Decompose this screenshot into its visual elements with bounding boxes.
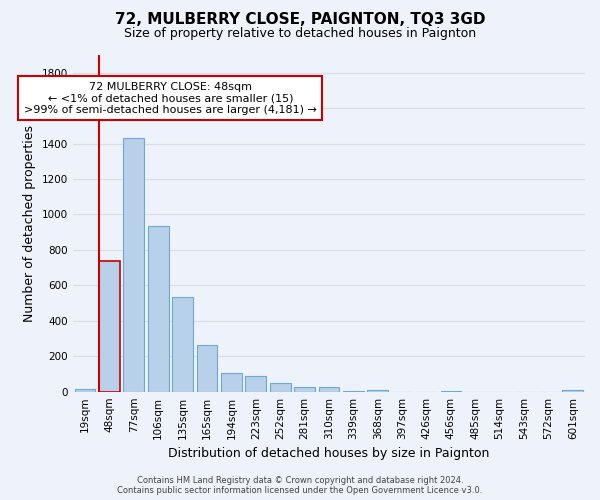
X-axis label: Distribution of detached houses by size in Paignton: Distribution of detached houses by size … bbox=[168, 447, 490, 460]
Bar bbox=[270, 384, 290, 392]
Bar bbox=[294, 386, 315, 392]
Bar bbox=[197, 344, 217, 392]
Bar bbox=[319, 388, 339, 392]
Bar bbox=[367, 390, 388, 392]
Text: Contains HM Land Registry data © Crown copyright and database right 2024.
Contai: Contains HM Land Registry data © Crown c… bbox=[118, 476, 482, 495]
Text: Size of property relative to detached houses in Paignton: Size of property relative to detached ho… bbox=[124, 28, 476, 40]
Bar bbox=[172, 297, 193, 392]
Bar bbox=[562, 390, 583, 392]
Y-axis label: Number of detached properties: Number of detached properties bbox=[23, 125, 36, 322]
Bar bbox=[124, 138, 144, 392]
Bar bbox=[148, 226, 169, 392]
Bar bbox=[221, 373, 242, 392]
Bar bbox=[245, 376, 266, 392]
Bar bbox=[99, 260, 120, 392]
Text: 72, MULBERRY CLOSE, PAIGNTON, TQ3 3GD: 72, MULBERRY CLOSE, PAIGNTON, TQ3 3GD bbox=[115, 12, 485, 28]
Text: 72 MULBERRY CLOSE: 48sqm
← <1% of detached houses are smaller (15)
>99% of semi-: 72 MULBERRY CLOSE: 48sqm ← <1% of detach… bbox=[24, 82, 317, 115]
Bar bbox=[74, 389, 95, 392]
Bar bbox=[343, 391, 364, 392]
